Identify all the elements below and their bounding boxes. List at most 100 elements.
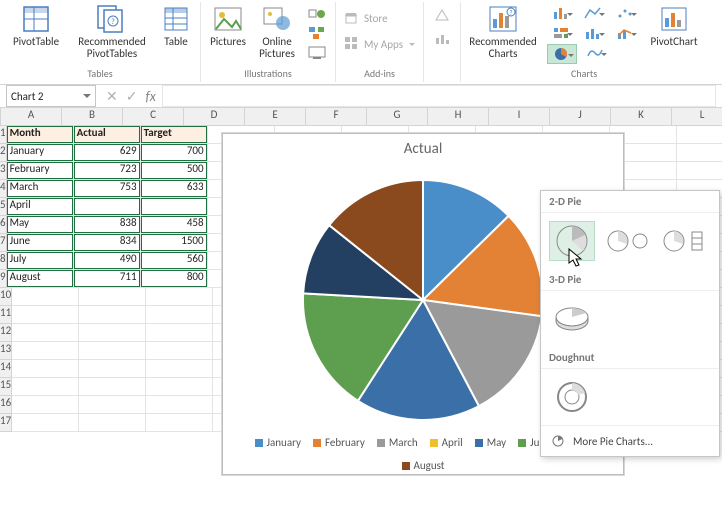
more-pie-charts-link[interactable]: More Pie Charts...	[541, 425, 719, 456]
row-header[interactable]: 3	[0, 162, 7, 180]
people-graph-button[interactable]	[428, 30, 456, 48]
cell[interactable]: Month	[7, 126, 74, 144]
cell[interactable]	[79, 288, 146, 306]
shapes-button[interactable]	[303, 4, 331, 22]
column-header[interactable]: H	[428, 108, 489, 126]
cell[interactable]	[146, 396, 213, 414]
column-header[interactable]: K	[611, 108, 672, 126]
cell[interactable]	[12, 306, 79, 324]
bar-of-pie-option[interactable]	[661, 221, 707, 261]
combo-chart-button[interactable]	[611, 24, 639, 42]
row-header[interactable]: 10	[0, 288, 12, 306]
cell[interactable]	[79, 342, 146, 360]
cell[interactable]	[677, 162, 722, 180]
smartart-button[interactable]	[303, 24, 331, 42]
cell[interactable]	[146, 360, 213, 378]
cell[interactable]: April	[7, 198, 74, 216]
myapps-button[interactable]: My Apps	[340, 34, 419, 54]
row-header[interactable]: 9	[0, 270, 7, 288]
cell[interactable]	[12, 378, 79, 396]
cell[interactable]: July	[7, 252, 74, 270]
row-header[interactable]: 16	[0, 396, 12, 414]
column-header[interactable]: F	[306, 108, 367, 126]
cell[interactable]: February	[7, 162, 74, 180]
cell[interactable]: 700	[141, 144, 208, 162]
row-header[interactable]: 8	[0, 252, 7, 270]
row-header[interactable]: 12	[0, 324, 12, 342]
doughnut-option[interactable]	[549, 377, 595, 417]
cell[interactable]	[146, 342, 213, 360]
row-header[interactable]: 2	[0, 144, 7, 162]
cell[interactable]: August	[7, 270, 74, 288]
row-header[interactable]: 1	[0, 126, 7, 144]
store-button[interactable]: Store	[340, 8, 392, 28]
cell[interactable]: March	[7, 180, 74, 198]
pivotchart-button[interactable]: PivotChart	[645, 2, 703, 66]
cell[interactable]	[677, 144, 722, 162]
cell[interactable]: 800	[141, 270, 208, 288]
column-header[interactable]: G	[367, 108, 428, 126]
row-header[interactable]: 13	[0, 342, 12, 360]
pivottable-button[interactable]: PivotTable	[4, 2, 68, 66]
column-header[interactable]: I	[489, 108, 550, 126]
cell[interactable]: 753	[74, 180, 141, 198]
cell[interactable]	[146, 288, 213, 306]
cell[interactable]: 633	[141, 180, 208, 198]
row-header[interactable]: 5	[0, 198, 7, 216]
cell[interactable]: 834	[74, 234, 141, 252]
cell[interactable]: Actual	[74, 126, 141, 144]
cell[interactable]: 629	[74, 144, 141, 162]
hierarchy-chart-button[interactable]	[547, 24, 575, 42]
cell[interactable]	[12, 288, 79, 306]
column-header[interactable]: B	[62, 108, 123, 126]
cell[interactable]	[79, 360, 146, 378]
row-header[interactable]: 6	[0, 216, 7, 234]
cell[interactable]	[79, 306, 146, 324]
pictures-button[interactable]: Pictures	[205, 2, 251, 66]
surface-chart-button[interactable]	[581, 44, 609, 62]
fx-icon[interactable]: fx	[145, 88, 155, 105]
cell[interactable]: 1500	[141, 234, 208, 252]
statistic-chart-button[interactable]	[579, 24, 607, 42]
cell[interactable]	[12, 360, 79, 378]
formula-input[interactable]	[162, 85, 716, 107]
name-box[interactable]: Chart 2	[6, 85, 96, 107]
recommended-pivottables-button[interactable]: ? Recommended PivotTables	[70, 2, 154, 66]
pie-2d-option[interactable]	[549, 221, 595, 261]
bing-maps-button[interactable]	[428, 6, 456, 24]
cell[interactable]: 838	[74, 216, 141, 234]
row-header[interactable]: 14	[0, 360, 12, 378]
cell[interactable]	[79, 396, 146, 414]
cell[interactable]: 711	[74, 270, 141, 288]
cell[interactable]	[12, 396, 79, 414]
enter-icon[interactable]: ✓	[126, 88, 138, 105]
cell[interactable]	[141, 198, 208, 216]
table-button[interactable]: Table	[156, 2, 196, 66]
cell[interactable]	[79, 414, 146, 432]
cell[interactable]	[12, 342, 79, 360]
cell[interactable]	[12, 414, 79, 432]
cell[interactable]: 560	[141, 252, 208, 270]
pie-chart-button[interactable]	[547, 44, 577, 64]
cell[interactable]: May	[7, 216, 74, 234]
row-header[interactable]: 15	[0, 378, 12, 396]
scatter-chart-button[interactable]	[611, 4, 639, 22]
recommended-charts-button[interactable]: ? Recommended Charts	[465, 2, 541, 66]
cell[interactable]	[146, 324, 213, 342]
pie-3d-option[interactable]	[549, 299, 595, 339]
pie-of-pie-option[interactable]	[605, 221, 651, 261]
cell[interactable]	[677, 126, 722, 144]
cell[interactable]: 490	[74, 252, 141, 270]
cell[interactable]	[146, 414, 213, 432]
column-chart-button[interactable]	[547, 4, 575, 22]
cell[interactable]: June	[7, 234, 74, 252]
cell[interactable]	[12, 324, 79, 342]
cell[interactable]	[146, 378, 213, 396]
column-header[interactable]: C	[123, 108, 184, 126]
cell[interactable]: January	[7, 144, 74, 162]
column-header[interactable]: E	[245, 108, 306, 126]
column-header[interactable]: A	[1, 108, 62, 126]
column-header[interactable]: D	[184, 108, 245, 126]
row-header[interactable]: 17	[0, 414, 12, 432]
online-pictures-button[interactable]: Online Pictures	[253, 2, 301, 66]
